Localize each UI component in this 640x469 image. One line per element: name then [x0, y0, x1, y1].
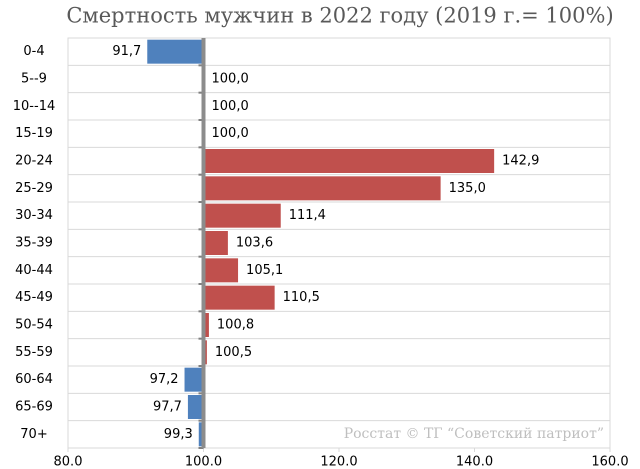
bar: [184, 367, 204, 392]
bar: [187, 395, 204, 419]
value-label: 97,2: [150, 372, 179, 387]
value-label: 100,0: [212, 72, 249, 87]
bar: [203, 176, 441, 201]
value-label: 99,3: [164, 427, 193, 442]
y-tick-label: 0-4: [23, 44, 44, 59]
y-tick-label: 35-39: [15, 236, 53, 251]
x-tick-label: 80.0: [54, 455, 83, 469]
value-label: 111,4: [289, 208, 326, 223]
bar: [203, 313, 209, 337]
y-tick-label: 10--14: [13, 99, 55, 114]
chart-title: Смертность мужчин в 2022 году (2019 г.= …: [66, 4, 613, 28]
x-tick-label: 140.0: [456, 455, 493, 469]
value-label: 100,8: [217, 318, 254, 333]
bar: [203, 258, 239, 283]
plot-area: [67, 37, 611, 449]
x-tick-label: 100.0: [185, 455, 222, 469]
x-tick-label: 160.0: [591, 455, 628, 469]
y-tick-label: 20-24: [15, 154, 53, 169]
y-tick-label: 70+: [20, 427, 47, 442]
y-tick-label: 50-54: [15, 318, 53, 333]
value-label: 91,7: [112, 44, 141, 59]
y-tick-label: 25-29: [15, 181, 53, 196]
y-tick-label: 40-44: [15, 263, 53, 278]
value-label: 97,7: [153, 400, 182, 415]
bar: [147, 39, 204, 64]
y-tick-label: 65-69: [15, 400, 53, 415]
y-tick-label: 15-19: [15, 126, 53, 141]
value-label: 142,9: [502, 154, 539, 169]
bar: [203, 285, 275, 310]
x-tick-label: 120.0: [320, 455, 357, 469]
y-tick-label: 60-64: [15, 372, 53, 387]
bar: [203, 231, 228, 255]
y-tick-label: 45-49: [15, 290, 53, 305]
y-tick-label: 30-34: [15, 208, 53, 223]
value-label: 100,0: [212, 99, 249, 114]
value-label: 105,1: [246, 263, 283, 278]
y-tick-label: 5--9: [21, 72, 47, 87]
value-label: 100,0: [212, 126, 249, 141]
value-label: 135,0: [449, 181, 486, 196]
bar: [198, 422, 204, 447]
bar: [203, 203, 281, 228]
source: Росстат © ТГ “Советский патриот”: [344, 426, 604, 442]
y-tick-label: 55-59: [15, 345, 53, 360]
value-label: 100,5: [215, 345, 252, 360]
bar: [203, 149, 495, 173]
value-label: 110,5: [283, 290, 320, 305]
value-label: 103,6: [236, 236, 273, 251]
